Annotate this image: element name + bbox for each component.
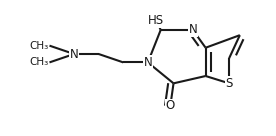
- Text: N: N: [70, 47, 78, 61]
- Text: N: N: [144, 56, 152, 69]
- Text: CH₃: CH₃: [29, 41, 48, 51]
- Text: S: S: [225, 77, 233, 90]
- Text: HS: HS: [148, 14, 164, 27]
- Text: CH₃: CH₃: [29, 57, 48, 67]
- Text: N: N: [189, 23, 197, 36]
- Text: O: O: [166, 99, 175, 112]
